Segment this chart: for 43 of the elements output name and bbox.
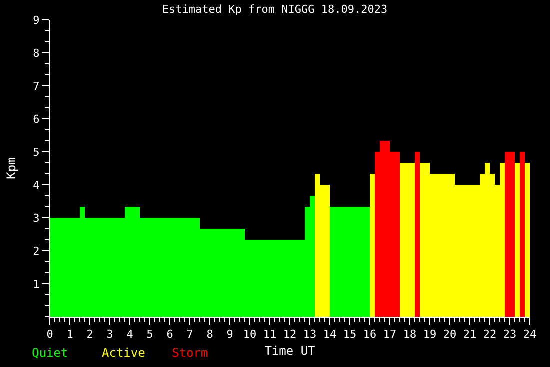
x-tick-label: 1 <box>66 328 74 342</box>
x-tick-label: 19 <box>423 328 437 342</box>
x-tick-label: 16 <box>363 328 377 342</box>
x-tick-label: 12 <box>283 328 297 342</box>
y-tick-label: 9 <box>33 14 40 27</box>
x-axis-title: Time UT <box>264 344 316 358</box>
bar <box>515 162 520 317</box>
bar <box>370 174 375 317</box>
text: Quiet <box>32 346 68 360</box>
x-tick-label: 18 <box>403 328 417 342</box>
y-tick-label: 1 <box>33 278 40 291</box>
bar <box>525 162 530 317</box>
chart-title: Estimated Kp from NIGGG 18.09.2023 <box>162 3 388 16</box>
y-tick-label: 5 <box>33 146 40 159</box>
x-tick-label: 7 <box>186 328 194 342</box>
x-tick-label: 2 <box>86 328 94 342</box>
x-tick-label: 23 <box>503 328 517 342</box>
x-tick-label: 21 <box>463 328 477 342</box>
text: Storm <box>172 346 208 360</box>
y-tick-label: 4 <box>33 178 40 192</box>
y-tick-label: 8 <box>33 46 40 60</box>
x-tick-label: 3 <box>106 328 114 342</box>
x-tick-label: 9 <box>226 328 234 342</box>
x-tick-label: 13 <box>303 328 317 342</box>
x-tick-label: 20 <box>443 328 457 342</box>
x-tick-label: 4 <box>126 328 134 342</box>
x-tick-label: 6 <box>166 328 174 342</box>
y-tick-label: 2 <box>33 244 40 258</box>
x-tick-label: 15 <box>343 328 357 342</box>
x-tick-label: 8 <box>206 328 214 342</box>
x-tick-label: 22 <box>483 328 497 342</box>
x-tick-label: 14 <box>323 328 337 342</box>
y-axis-title: Kpm <box>4 158 18 180</box>
y-tick-label: 7 <box>33 80 40 93</box>
x-tick-label: 11 <box>263 328 277 342</box>
x-tick-label: 24 <box>523 328 537 342</box>
y-tick-label: 6 <box>33 112 40 126</box>
y-tick-label: 3 <box>33 212 40 225</box>
x-tick-label: 10 <box>243 328 257 342</box>
x-tick-label: 17 <box>383 328 397 342</box>
x-tick-label: 0 <box>46 328 54 342</box>
text: Active <box>102 346 146 360</box>
x-tick-label: 5 <box>146 328 154 342</box>
